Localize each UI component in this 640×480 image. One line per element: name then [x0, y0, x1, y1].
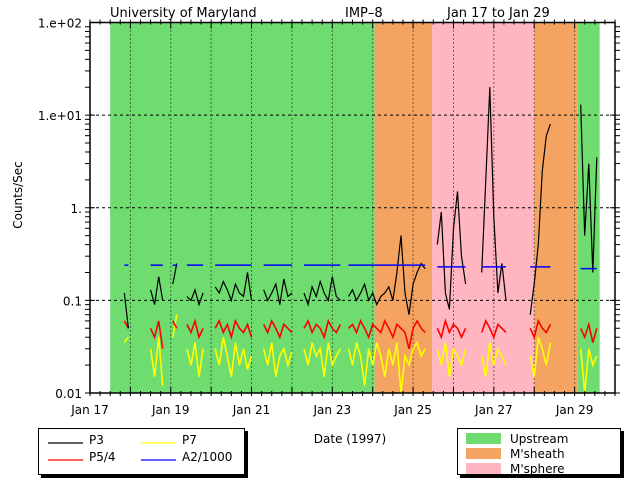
title-spacecraft: IMP–8	[345, 6, 383, 21]
series-p3-line	[150, 276, 164, 305]
legend-swatch-region	[466, 433, 501, 444]
series-p7-line	[149, 337, 164, 386]
series-p5-line	[347, 318, 426, 349]
y-axis-label: Counts/Sec	[11, 161, 25, 229]
y-tick-label: 1.e+02	[38, 17, 82, 31]
series-p7-line	[123, 336, 130, 344]
legend-label-p7: P7	[182, 433, 197, 447]
y-tick-label: 1.	[71, 202, 82, 216]
series-p5-line	[303, 318, 342, 340]
series-p7-line	[529, 336, 552, 377]
title-institution: University of Maryland	[110, 6, 257, 21]
y-tick-label: 0.01	[55, 387, 82, 401]
y-tick-label: 0.1	[63, 294, 82, 308]
series-p3-line	[123, 292, 129, 329]
series-p5-line	[214, 318, 253, 341]
series-p3-line	[263, 278, 293, 305]
series-p7-line	[347, 340, 426, 394]
series-p7-line	[436, 342, 467, 377]
series-p3-line	[214, 272, 253, 303]
series-p7-line	[186, 342, 204, 377]
legend-label-p3: P3	[89, 433, 104, 447]
series-p3-line	[303, 276, 341, 307]
series-p5-line	[480, 318, 507, 340]
x-axis-label: Date (1997)	[314, 432, 386, 446]
series-p5-line	[186, 318, 204, 340]
legend-label-region: Upstream	[510, 432, 568, 446]
series-p5-line	[579, 321, 598, 343]
legend-label-region: M'sphere	[510, 462, 565, 476]
x-tick-label: Jan 19	[151, 403, 190, 417]
x-tick-label: Jan 21	[232, 403, 271, 417]
series-legend: P3 P7 P5/4 A2/1000	[38, 428, 248, 478]
series-p5-line	[172, 320, 178, 329]
title-date-range: Jan 17 to Jan 29	[446, 6, 550, 21]
x-tick-label: Jan 17	[70, 403, 109, 417]
y-tick-label: 1.e+01	[38, 109, 82, 123]
series-p7-line	[303, 342, 342, 377]
legend-swatch-region	[466, 463, 501, 474]
series-p3-line	[529, 123, 551, 315]
series-p3-line	[186, 287, 204, 307]
legend-swatch-region	[466, 448, 501, 459]
x-tick-label: Jan 25	[393, 403, 432, 417]
series-p5-line	[149, 320, 164, 349]
x-tick-label: Jan 27	[474, 403, 513, 417]
series-p7-line	[579, 348, 598, 394]
legend-label-a2: A2/1000	[182, 450, 232, 464]
series-p7-line	[214, 337, 253, 377]
x-tick-label: Jan 23	[313, 403, 352, 417]
series-lines	[123, 87, 598, 394]
axes: 1.e+02 1.e+01 1. 0.1 0.01 Jan 17 Jan 19 Jan 21 J…	[38, 17, 620, 417]
series-p3-line	[347, 235, 426, 315]
series-p5-line	[262, 318, 293, 340]
series-p7-line	[480, 342, 507, 377]
legend-box	[38, 428, 245, 475]
legend-label-p5: P5/4	[89, 450, 116, 464]
series-p3-line	[436, 191, 467, 310]
series-p7-line	[262, 342, 293, 377]
series-p5-line	[436, 318, 467, 340]
x-tick-label: Jan 29	[555, 403, 594, 417]
legend-label-region: M'sheath	[510, 447, 565, 461]
series-p5-line	[529, 318, 552, 340]
series-p3-line	[172, 263, 178, 285]
series-p3-line	[580, 104, 598, 273]
series-p3-line	[481, 87, 507, 301]
